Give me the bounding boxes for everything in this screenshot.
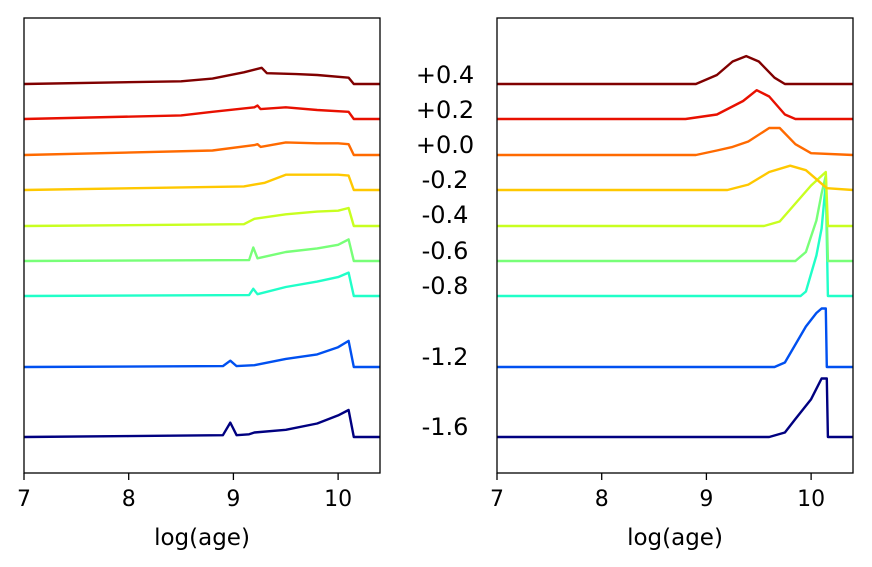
left-series-line <box>23 141 380 157</box>
metallicity-label: -1.2 <box>422 343 469 371</box>
right-series-line <box>497 89 853 121</box>
right-x-tick-label: 8 <box>595 487 609 512</box>
left-x-tick-label: 7 <box>17 487 31 512</box>
left-x-axis-label: log(age) <box>154 525 250 551</box>
left-series-line <box>23 238 380 263</box>
right-series-group <box>497 54 854 439</box>
left-series-line <box>23 271 380 298</box>
metallicity-label: +0.2 <box>416 96 474 124</box>
right-x-tick-label: 7 <box>490 487 504 512</box>
metallicity-label: +0.0 <box>416 131 474 159</box>
metallicity-label: -0.2 <box>422 166 469 194</box>
right-x-ticks: 7 8 9 10 <box>490 473 825 512</box>
left-series-line <box>23 408 380 439</box>
metallicity-label: -0.8 <box>422 272 469 300</box>
right-series-line <box>497 182 853 298</box>
left-series-line <box>23 173 380 192</box>
metallicity-labels: +0.4 +0.2 +0.0 -0.2 -0.4 -0.6 -0.8 -1.2 … <box>416 61 474 441</box>
right-x-tick-label: 9 <box>699 487 713 512</box>
left-x-tick-label: 8 <box>122 487 136 512</box>
left-series-line <box>23 206 380 228</box>
left-panel: 7 8 9 10 log(age) <box>17 17 381 551</box>
right-series-line <box>497 54 853 86</box>
left-x-tick-label: 10 <box>324 487 352 512</box>
left-series-group <box>23 66 380 439</box>
left-series-line <box>23 66 380 86</box>
metallicity-label: +0.4 <box>416 61 474 89</box>
left-series-line <box>23 104 380 121</box>
left-x-ticks: 7 8 9 10 <box>17 473 352 512</box>
metallicity-label: -0.6 <box>422 237 469 265</box>
metallicity-label: -0.4 <box>422 201 469 229</box>
right-series-line <box>497 174 853 263</box>
right-series-line <box>497 164 854 192</box>
right-x-axis-label: log(age) <box>627 525 723 551</box>
right-series-line <box>497 307 853 369</box>
metallicity-label: -1.6 <box>422 413 469 441</box>
right-series-line <box>497 126 854 157</box>
right-series-line <box>497 170 853 228</box>
right-plot-frame <box>496 17 854 474</box>
left-plot-frame <box>23 17 381 474</box>
left-x-tick-label: 9 <box>226 487 240 512</box>
right-x-tick-label: 10 <box>797 487 825 512</box>
right-panel: 7 8 9 10 log(age) <box>490 17 854 551</box>
right-series-line <box>497 377 853 439</box>
left-series-line <box>23 339 380 369</box>
